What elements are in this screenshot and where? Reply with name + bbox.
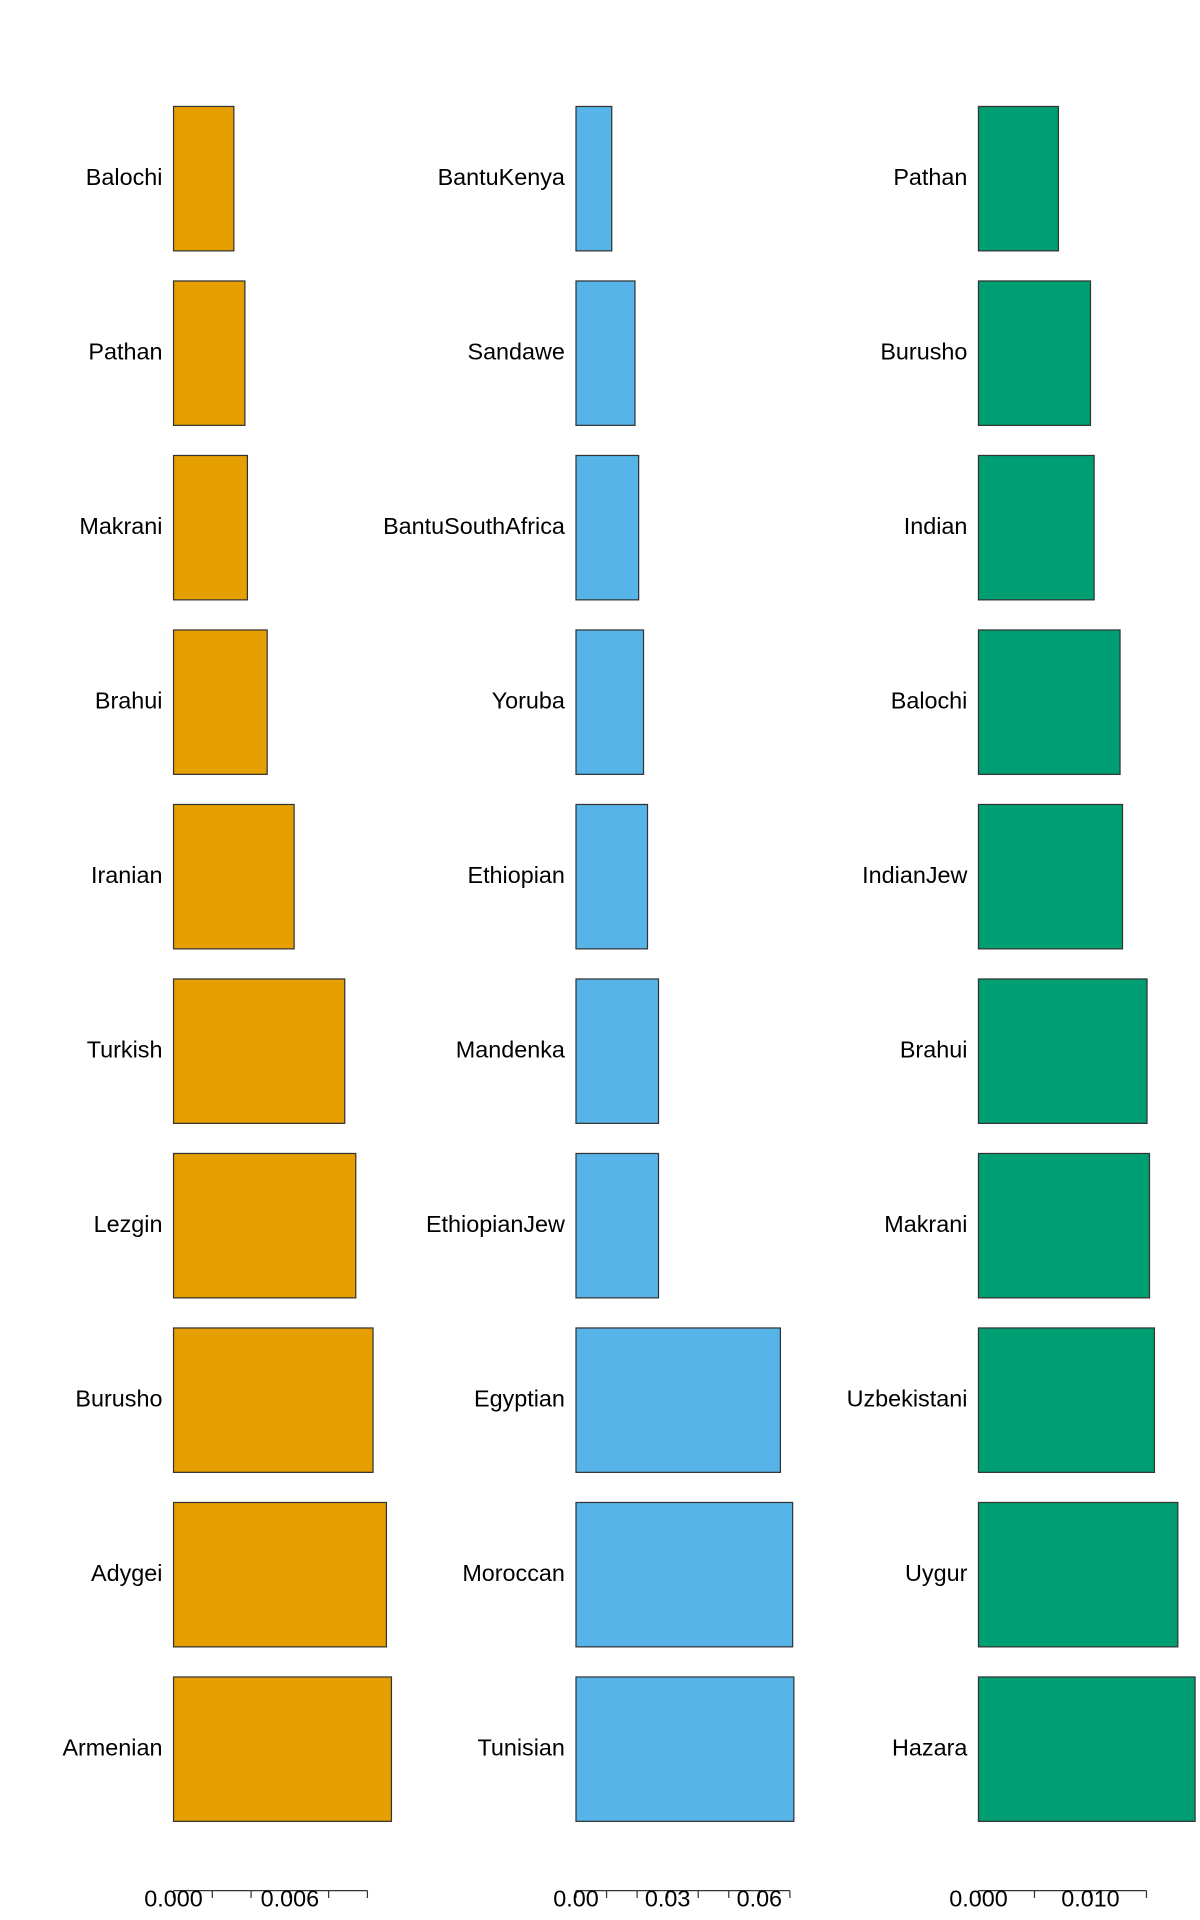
bar [575, 629, 645, 775]
category-label: Uygur [905, 1560, 968, 1586]
category-label: Lezgin [94, 1211, 163, 1237]
bar [172, 1152, 357, 1299]
category-label: Makrani [884, 1211, 967, 1237]
category-label: Uzbekistani [847, 1385, 968, 1411]
bar [977, 629, 1121, 775]
category-label: Burusho [880, 338, 967, 364]
category-label: Brahui [900, 1036, 968, 1062]
category-label: EthiopianJew [426, 1211, 565, 1237]
category-label: Mandenka [456, 1036, 565, 1062]
bar [977, 1327, 1156, 1473]
bar [977, 1501, 1179, 1648]
category-label: Balochi [86, 164, 163, 190]
bar [172, 454, 249, 601]
bar [575, 1152, 660, 1299]
x-tick-label: 0.000 [949, 1886, 1008, 1912]
x-tick-label: 0.03 [645, 1886, 690, 1912]
bar [172, 1676, 393, 1822]
category-label: Adygei [91, 1560, 162, 1586]
bar [172, 105, 235, 252]
bar [977, 454, 1095, 601]
bar [172, 978, 346, 1124]
bar [575, 105, 613, 252]
category-label: Armenian [62, 1734, 162, 1760]
bar [977, 803, 1124, 950]
bar [977, 1152, 1151, 1299]
category-label: Balochi [891, 687, 968, 713]
category-label: Ethiopian [467, 862, 564, 888]
bar [977, 105, 1060, 252]
bar [977, 280, 1092, 426]
category-label: Hazara [892, 1734, 967, 1760]
category-label: Indian [904, 513, 968, 539]
bar [172, 280, 246, 426]
bar [977, 1676, 1196, 1822]
category-label: Pathan [893, 164, 967, 190]
x-tick-label: 0.010 [1061, 1886, 1120, 1912]
bar [575, 454, 640, 601]
x-tick-label: 0.00 [553, 1886, 599, 1912]
x-tick-label: 0.006 [261, 1886, 319, 1912]
category-label: Makrani [79, 513, 162, 539]
category-label: Yoruba [492, 687, 565, 713]
category-label: Turkish [87, 1036, 163, 1062]
category-label: BantuKenya [438, 164, 565, 190]
category-label: Sandawe [467, 338, 564, 364]
category-label: BantuSouthAfrica [383, 513, 565, 539]
bar [575, 803, 649, 950]
bar [172, 629, 268, 775]
bar [172, 1501, 388, 1648]
category-label: Burusho [75, 1385, 162, 1411]
x-tick-label: 0.000 [144, 1886, 203, 1912]
category-label: Brahui [95, 687, 163, 713]
category-label: Egyptian [474, 1385, 565, 1411]
bar [575, 1327, 782, 1473]
bar [575, 1501, 794, 1648]
bar [575, 280, 636, 426]
category-label: IndianJew [862, 862, 967, 888]
bar [575, 978, 660, 1124]
category-label: Iranian [91, 862, 162, 888]
bar [172, 803, 295, 950]
bar [172, 1327, 374, 1473]
category-label: Moroccan [462, 1560, 565, 1586]
bar [977, 978, 1148, 1124]
category-label: Pathan [88, 338, 162, 364]
bar [575, 1676, 795, 1822]
category-label: Tunisian [477, 1734, 564, 1760]
x-tick-label: 0.06 [737, 1886, 782, 1912]
